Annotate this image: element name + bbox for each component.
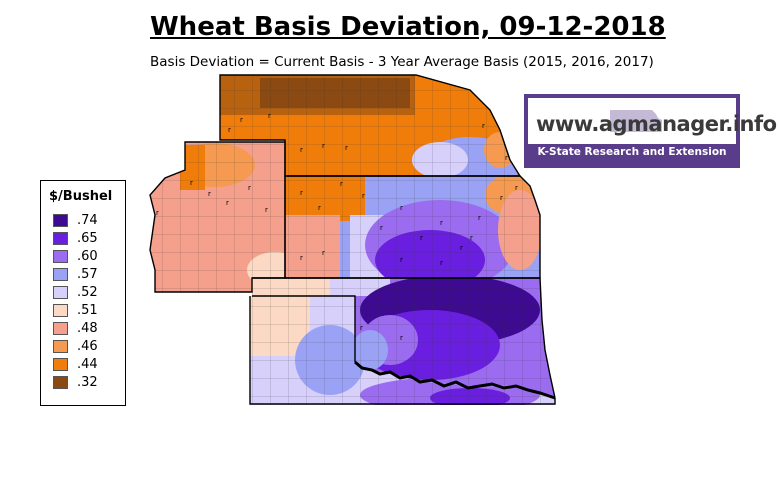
legend-swatch bbox=[53, 303, 68, 317]
agmanager-logo[interactable]: www.agmanager.info K-State Research and … bbox=[524, 94, 777, 168]
svg-text:r: r bbox=[420, 234, 423, 242]
region-colorado bbox=[150, 142, 285, 292]
svg-text:r: r bbox=[515, 184, 518, 192]
svg-text:r: r bbox=[470, 234, 473, 242]
logo-banner bbox=[528, 144, 736, 164]
svg-text:r: r bbox=[380, 224, 383, 232]
region-kansas bbox=[285, 176, 540, 278]
svg-text:r: r bbox=[505, 154, 508, 162]
legend-swatch bbox=[53, 267, 68, 281]
svg-text:r: r bbox=[226, 199, 229, 207]
svg-text:r: r bbox=[248, 184, 251, 192]
svg-text:r: r bbox=[190, 179, 193, 187]
legend-label: .52 bbox=[77, 284, 98, 300]
legend-swatch bbox=[53, 375, 68, 389]
svg-text:r: r bbox=[345, 144, 348, 152]
legend-swatch bbox=[53, 321, 68, 335]
legend-label: .51 bbox=[77, 302, 98, 318]
legend-label: .44 bbox=[77, 356, 98, 372]
legend-swatch bbox=[53, 249, 68, 263]
legend-swatch bbox=[53, 213, 68, 227]
svg-text:r: r bbox=[400, 334, 403, 342]
svg-text:r: r bbox=[400, 256, 403, 264]
legend-label: .74 bbox=[77, 212, 98, 228]
legend-title: $/Bushel bbox=[49, 189, 113, 204]
legend-label: .60 bbox=[77, 248, 98, 264]
red-river-border bbox=[354, 360, 556, 400]
logo-url: www.agmanager.info bbox=[536, 112, 777, 136]
legend-item: .74 bbox=[53, 212, 98, 228]
legend-item: .44 bbox=[53, 356, 98, 372]
legend-swatch bbox=[53, 357, 68, 371]
legend-swatch bbox=[53, 231, 68, 245]
svg-text:r: r bbox=[362, 192, 365, 200]
svg-text:r: r bbox=[360, 324, 363, 332]
legend-item: .32 bbox=[53, 374, 98, 390]
logo-tagline: K-State Research and Extension bbox=[537, 146, 727, 158]
legend-item: .65 bbox=[53, 230, 98, 246]
svg-text:r: r bbox=[400, 204, 403, 212]
legend-label: .46 bbox=[77, 338, 98, 354]
legend: $/Bushel .74 .65 .60 .57 .52 .51 .48 .46… bbox=[40, 180, 126, 406]
svg-text:r: r bbox=[482, 122, 485, 130]
legend-label: .48 bbox=[77, 320, 98, 336]
svg-text:r: r bbox=[440, 219, 443, 227]
svg-text:r: r bbox=[156, 209, 159, 217]
svg-text:r: r bbox=[228, 126, 231, 134]
page-title: Wheat Basis Deviation, 09-12-2018 bbox=[150, 12, 666, 42]
svg-text:r: r bbox=[240, 116, 243, 124]
legend-swatch bbox=[53, 339, 68, 353]
legend-label: .32 bbox=[77, 374, 98, 390]
page-subtitle: Basis Deviation = Current Basis - 3 Year… bbox=[150, 54, 654, 70]
svg-text:r: r bbox=[208, 190, 211, 198]
svg-text:r: r bbox=[265, 206, 268, 214]
svg-text:r: r bbox=[340, 180, 343, 188]
legend-item: .46 bbox=[53, 338, 98, 354]
svg-text:r: r bbox=[300, 146, 303, 154]
svg-text:r: r bbox=[478, 214, 481, 222]
legend-item: .48 bbox=[53, 320, 98, 336]
svg-text:r: r bbox=[322, 142, 325, 150]
kansas-state-icon bbox=[610, 110, 662, 132]
svg-text:r: r bbox=[300, 254, 303, 262]
legend-item: .51 bbox=[53, 302, 98, 318]
svg-text:r: r bbox=[440, 259, 443, 267]
svg-text:r: r bbox=[460, 244, 463, 252]
legend-item: .52 bbox=[53, 284, 98, 300]
svg-text:r: r bbox=[322, 249, 325, 257]
state-borders bbox=[149, 74, 556, 405]
legend-item: .57 bbox=[53, 266, 98, 282]
legend-label: .65 bbox=[77, 230, 98, 246]
svg-text:r: r bbox=[500, 194, 503, 202]
svg-text:r: r bbox=[300, 189, 303, 197]
legend-label: .57 bbox=[77, 266, 98, 282]
legend-item: .60 bbox=[53, 248, 98, 264]
svg-text:r: r bbox=[318, 204, 321, 212]
svg-text:r: r bbox=[268, 112, 271, 120]
legend-swatch bbox=[53, 285, 68, 299]
